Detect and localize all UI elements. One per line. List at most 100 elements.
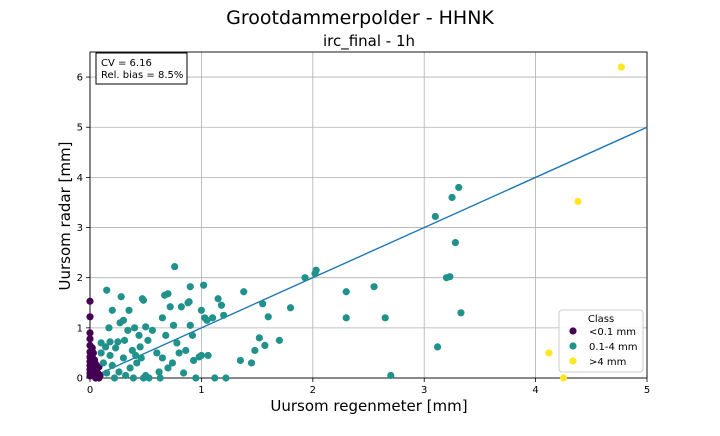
legend: Class <0.1 mm 0.1-4 mm >4 mm [558, 309, 644, 373]
data-point-series-1 [286, 304, 295, 312]
x-axis-label: Uursom regenmeter [mm] [270, 397, 467, 415]
data-point-series-1 [106, 338, 114, 346]
data-point-series-1 [204, 351, 212, 360]
plot-frame [89, 51, 648, 379]
data-point-series-1 [251, 346, 259, 355]
data-point-series-1 [214, 295, 222, 303]
data-point-series-1 [381, 314, 389, 322]
data-point-series-1 [255, 334, 263, 342]
data-point-series-1 [108, 361, 116, 370]
data-point-series-1 [177, 303, 185, 311]
data-point-series-1 [275, 336, 283, 344]
data-point-series-0 [89, 349, 97, 357]
data-point-series-1 [455, 183, 463, 192]
data-point-series-1 [175, 349, 183, 357]
data-point-series-1 [135, 331, 143, 339]
data-point-series-1 [97, 349, 105, 357]
data-point-series-1 [247, 359, 256, 367]
data-point-series-1 [240, 288, 248, 296]
data-point-series-1 [126, 364, 134, 372]
chart-suptitle: Grootdammerpolder - HHNK [226, 7, 494, 29]
stats-cv: CV = 6.16 [101, 58, 152, 69]
legend-marker [569, 342, 577, 350]
legend-title: Class [588, 314, 614, 325]
data-point-series-1 [103, 369, 111, 377]
data-point-series-1 [164, 364, 172, 372]
data-point-series-1 [457, 309, 465, 317]
data-point-series-1 [108, 306, 116, 314]
data-point-series-2 [617, 63, 625, 71]
data-point-series-1 [222, 374, 230, 382]
legend-label: 0.1-4 mm [589, 342, 638, 353]
data-point-series-1 [129, 374, 138, 382]
data-point-series-1 [137, 354, 145, 362]
data-point-series-1 [122, 371, 130, 380]
data-point-series-1 [136, 343, 144, 351]
legend-frame [558, 309, 644, 373]
data-point-series-2 [574, 197, 582, 206]
data-point-series-1 [106, 351, 114, 360]
data-point-series-1 [158, 314, 167, 322]
data-point-series-1 [173, 339, 181, 347]
data-point-series-1 [370, 283, 378, 291]
x-tick-label: 0 [87, 385, 93, 396]
data-point-series-1 [115, 368, 123, 376]
y-tick-label: 1 [77, 323, 83, 334]
legend-label: <0.1 mm [589, 327, 636, 338]
data-point-series-1 [168, 359, 177, 367]
data-point-series-1 [162, 331, 170, 339]
data-point-series-1 [197, 306, 205, 314]
data-point-series-1 [342, 314, 350, 322]
data-point-series-1 [169, 321, 178, 329]
data-point-series-1 [448, 193, 456, 202]
x-tick-label: 1 [198, 385, 204, 396]
data-point-series-1 [164, 290, 172, 298]
data-point-series-0 [86, 313, 94, 321]
data-point-series-0 [86, 329, 94, 337]
stats-box-frame [95, 52, 188, 85]
data-point-series-1 [105, 324, 113, 332]
data-point-series-1 [451, 238, 459, 247]
data-point-series-1 [182, 346, 190, 355]
data-point-series-1 [301, 274, 309, 282]
data-point-series-1 [142, 323, 150, 331]
data-point-series-1 [112, 344, 120, 352]
data-point-series-1 [119, 316, 128, 324]
stats-bias: Rel. bias = 8.5% [101, 70, 183, 81]
data-point-series-1 [431, 212, 439, 221]
data-point-series-1 [156, 374, 164, 382]
data-point-series-1 [342, 288, 350, 296]
data-point-series-2 [545, 349, 553, 357]
data-point-series-1 [192, 374, 200, 382]
data-point-series-1 [190, 356, 198, 365]
x-tick-label: 4 [532, 385, 538, 396]
data-point-series-1 [130, 324, 139, 332]
data-point-series-1 [171, 263, 179, 271]
legend-marker [569, 357, 577, 365]
data-point-series-1 [166, 303, 174, 311]
data-point-series-1 [200, 281, 208, 289]
y-tick-label: 3 [77, 223, 83, 234]
legend-marker [569, 327, 577, 335]
data-point-series-1 [139, 296, 148, 304]
data-point-series-1 [145, 374, 153, 382]
data-point-series-0 [96, 371, 104, 380]
y-tick-label: 6 [77, 73, 83, 84]
data-point-series-1 [153, 349, 161, 357]
y-axis-label: Uursom radar [mm] [56, 142, 74, 291]
data-point-series-1 [446, 273, 454, 281]
data-point-series-1 [259, 300, 267, 308]
points-layer [86, 63, 625, 382]
data-point-series-1 [101, 343, 110, 351]
data-point-series-1 [119, 354, 128, 362]
data-point-series-1 [208, 314, 217, 322]
data-point-series-1 [114, 338, 122, 346]
chart-title: irc_final - 1h [323, 32, 415, 51]
data-point-series-1 [203, 316, 211, 324]
data-point-series-2 [559, 374, 568, 382]
data-point-series-1 [99, 359, 107, 367]
data-point-series-1 [261, 341, 269, 349]
data-point-series-1 [158, 354, 167, 362]
